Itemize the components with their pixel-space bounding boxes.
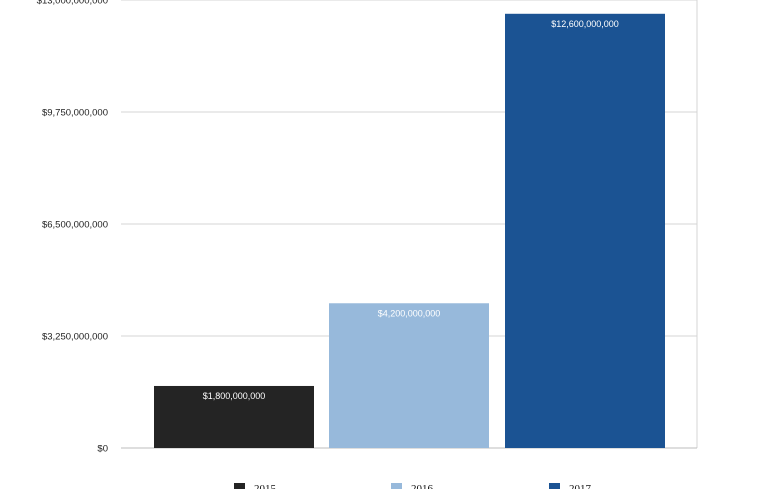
legend-label-2015: 2015 [254, 483, 277, 489]
data-labels: $1,800,000,000 $4,200,000,000 $12,600,000,… [203, 19, 619, 401]
bar-2016 [329, 303, 489, 448]
legend-swatch-2017 [549, 483, 560, 489]
data-label-2016: $4,200,000,000 [378, 308, 441, 318]
legend: 2015 2016 2017 [234, 483, 592, 489]
y-tick-label: $0 [97, 444, 108, 455]
bar-2015 [154, 385, 314, 448]
bars [154, 13, 665, 449]
legend-label-2017: 2017 [569, 483, 592, 489]
bar-2017 [505, 13, 665, 449]
y-tick-label: $13,000,000,000 [37, 0, 108, 7]
legend-swatch-2016 [391, 483, 402, 489]
legend-swatch-2015 [234, 483, 245, 489]
y-axis: $0 $3,250,000,000 $6,500,000,000 $9,750,000… [37, 0, 108, 455]
y-tick-label: $6,500,000,000 [42, 220, 108, 231]
data-label-2017: $12,600,000,000 [551, 19, 619, 29]
y-tick-label: $9,750,000,000 [42, 108, 108, 119]
y-tick-label: $3,250,000,000 [42, 332, 108, 343]
legend-label-2016: 2016 [411, 483, 434, 489]
data-label-2015: $1,800,000,000 [203, 391, 266, 401]
